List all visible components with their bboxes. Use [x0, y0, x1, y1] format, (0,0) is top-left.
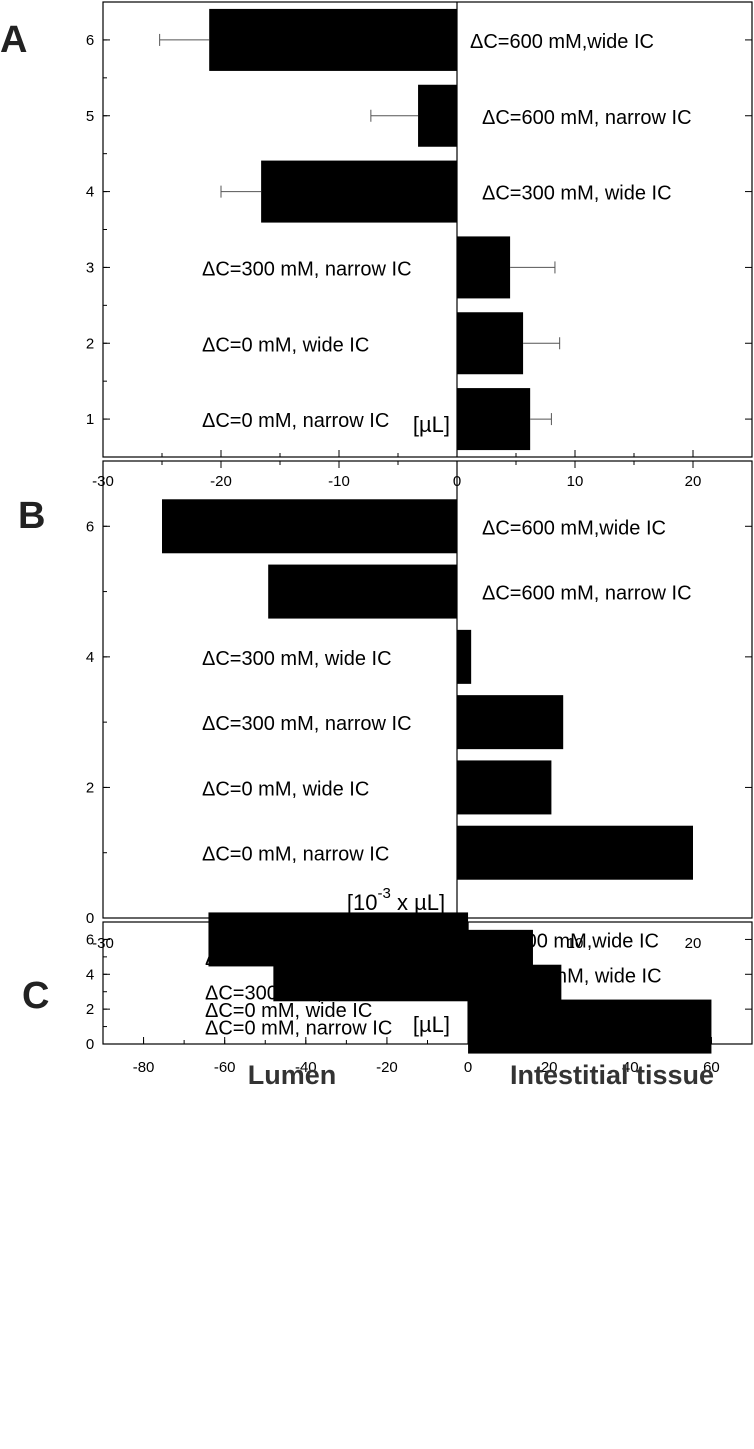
panel-c-bar-label: ΔC=0 mM, narrow IC	[205, 1018, 392, 1040]
panel-a-bar	[418, 84, 457, 147]
panel-b-bar-label: ΔC=300 mM, wide IC	[202, 648, 392, 670]
panel-a-bar	[457, 388, 531, 451]
panel-a-y-tick-label: 1	[86, 411, 94, 428]
footer-left-label: Lumen	[248, 1060, 337, 1090]
panel-b-bar	[268, 564, 457, 619]
panel-c-x-tick-label: 40	[622, 1059, 639, 1076]
panel-a-bar	[261, 160, 457, 223]
panel-c-x-tick-label: -60	[214, 1059, 236, 1076]
panel-a-x-tick-label: 0	[453, 473, 461, 490]
panel-b-bar-label: ΔC=600 mM, narrow IC	[482, 583, 692, 605]
panel-a-bar-label: ΔC=600 mM,wide IC	[470, 31, 654, 53]
panel-c-bar-label: ΔC=600 mM,wide IC	[475, 930, 659, 952]
panel-b-x-tick-label: 0	[453, 935, 461, 952]
panel-a-y-tick-label: 3	[86, 259, 94, 276]
panel-a-y-tick-label: 5	[86, 108, 94, 125]
panel-b-bar	[457, 629, 472, 684]
panel-b-y-tick-label: 6	[86, 518, 94, 535]
panel-b-y-tick-label: 0	[86, 910, 94, 927]
footer-right-label: Intestitial tissue	[510, 1060, 714, 1090]
panel-c-unit-label: [µL]	[413, 1012, 450, 1037]
panel-b-x-tick-label: -20	[210, 935, 232, 952]
panel-a-x-tick-label: 10	[567, 473, 584, 490]
panel-c-bar	[468, 929, 533, 984]
panel-a-unit-label: [µL]	[413, 412, 450, 437]
panel-a-x-tick-label: -10	[328, 473, 350, 490]
panel-a-y-tick-label: 4	[86, 184, 94, 201]
panel-c-x-tick-label: 0	[464, 1059, 472, 1076]
panel-a-x-tick-label: -30	[92, 473, 114, 490]
panel-a-bar	[457, 236, 511, 299]
panel-b-unit-label-exp: -3	[378, 885, 391, 902]
panel-b-y-tick-label: 4	[86, 649, 94, 666]
panel-a-bar-label: ΔC=300 mM, wide IC	[482, 183, 672, 205]
panel-a-bar-label: ΔC=0 mM, narrow IC	[202, 410, 389, 432]
panel-a-y-tick-label: 2	[86, 335, 94, 352]
panel-b-unit-label-part: [10	[347, 890, 378, 915]
panel-b-bar-label: ΔC=0 mM, narrow IC	[202, 844, 389, 866]
panel-b-bar-label: ΔC=600 mM,wide IC	[482, 517, 666, 539]
panel-a-bar	[457, 312, 524, 375]
panel-c-y-tick-label: 2	[86, 1001, 94, 1018]
panel-c-y-tick-label: 6	[86, 931, 94, 948]
panel-b-bar	[457, 760, 552, 815]
panel-b-x-tick-label: 10	[567, 935, 584, 952]
panel-c-bar	[208, 912, 469, 967]
panel-a-x-tick-label: -20	[210, 473, 232, 490]
panel-b-bar	[457, 695, 564, 750]
panel-b-bar	[162, 499, 457, 554]
panel-b-x-tick-label: 20	[685, 935, 702, 952]
panel-a-x-tick-label: 20	[685, 473, 702, 490]
panel-a-bar	[209, 8, 457, 71]
panel-a-bar-label: ΔC=300 mM, narrow IC	[202, 258, 412, 280]
panel-c-x-tick-label: 20	[541, 1059, 558, 1076]
panel-c-x-tick-label: -80	[133, 1059, 155, 1076]
panel-b-bar-label: ΔC=300 mM, narrow IC	[202, 713, 412, 735]
panel-b-x-tick-label: -30	[92, 935, 114, 952]
panel-c-x-tick-label: -20	[376, 1059, 398, 1076]
panel-b-unit-label-rest: x µL]	[391, 890, 445, 915]
panel-c-x-tick-label: 60	[703, 1059, 720, 1076]
panel-a-bar-label: ΔC=600 mM, narrow IC	[482, 107, 692, 129]
panel-b-bar	[457, 825, 693, 880]
panel-a-bar-label: ΔC=0 mM, wide IC	[202, 334, 369, 356]
panel-b-letter: B	[18, 495, 45, 537]
panel-b-unit-label: [10-3 x µL]	[347, 885, 445, 915]
panel-c-bar-label: ΔC=0 mM, wide IC	[205, 1000, 372, 1022]
panel-c-x-tick-label: -40	[295, 1059, 317, 1076]
panel-b-x-tick-label: -10	[328, 935, 350, 952]
panel-c-y-tick-label: 4	[86, 966, 94, 983]
panel-c-y-tick-label: 0	[86, 1036, 94, 1053]
panel-c-letter: C	[22, 975, 49, 1017]
panel-b-y-tick-label: 2	[86, 779, 94, 796]
panel-a-y-tick-label: 6	[86, 32, 94, 49]
panel-a-letter: A	[0, 19, 27, 61]
panel-b-bar-label: ΔC=0 mM, wide IC	[202, 778, 369, 800]
